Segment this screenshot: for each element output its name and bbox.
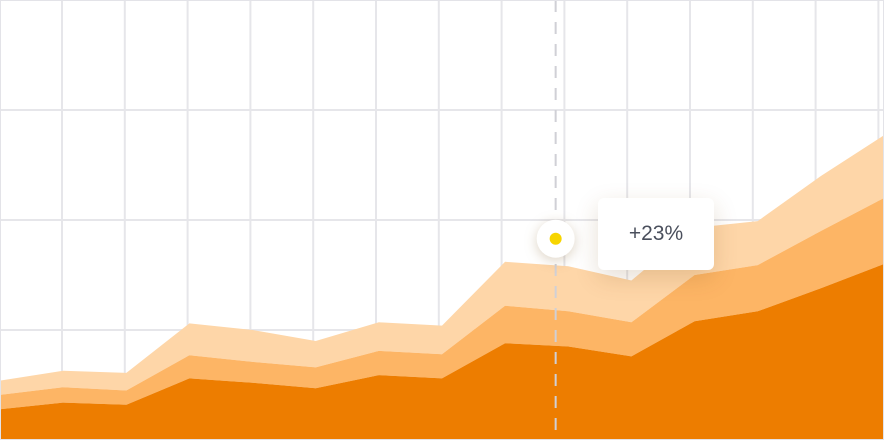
tooltip-arrow: [586, 222, 599, 246]
area-series-3: [0, 135, 884, 395]
area-series-2: [0, 198, 884, 410]
tooltip-label: +23%: [628, 222, 684, 245]
area-series-1: [0, 264, 884, 440]
hover-marker-dot: [549, 232, 562, 245]
overlay: [536, 0, 575, 440]
tooltip: +23%: [598, 198, 714, 270]
areas: [0, 135, 884, 440]
